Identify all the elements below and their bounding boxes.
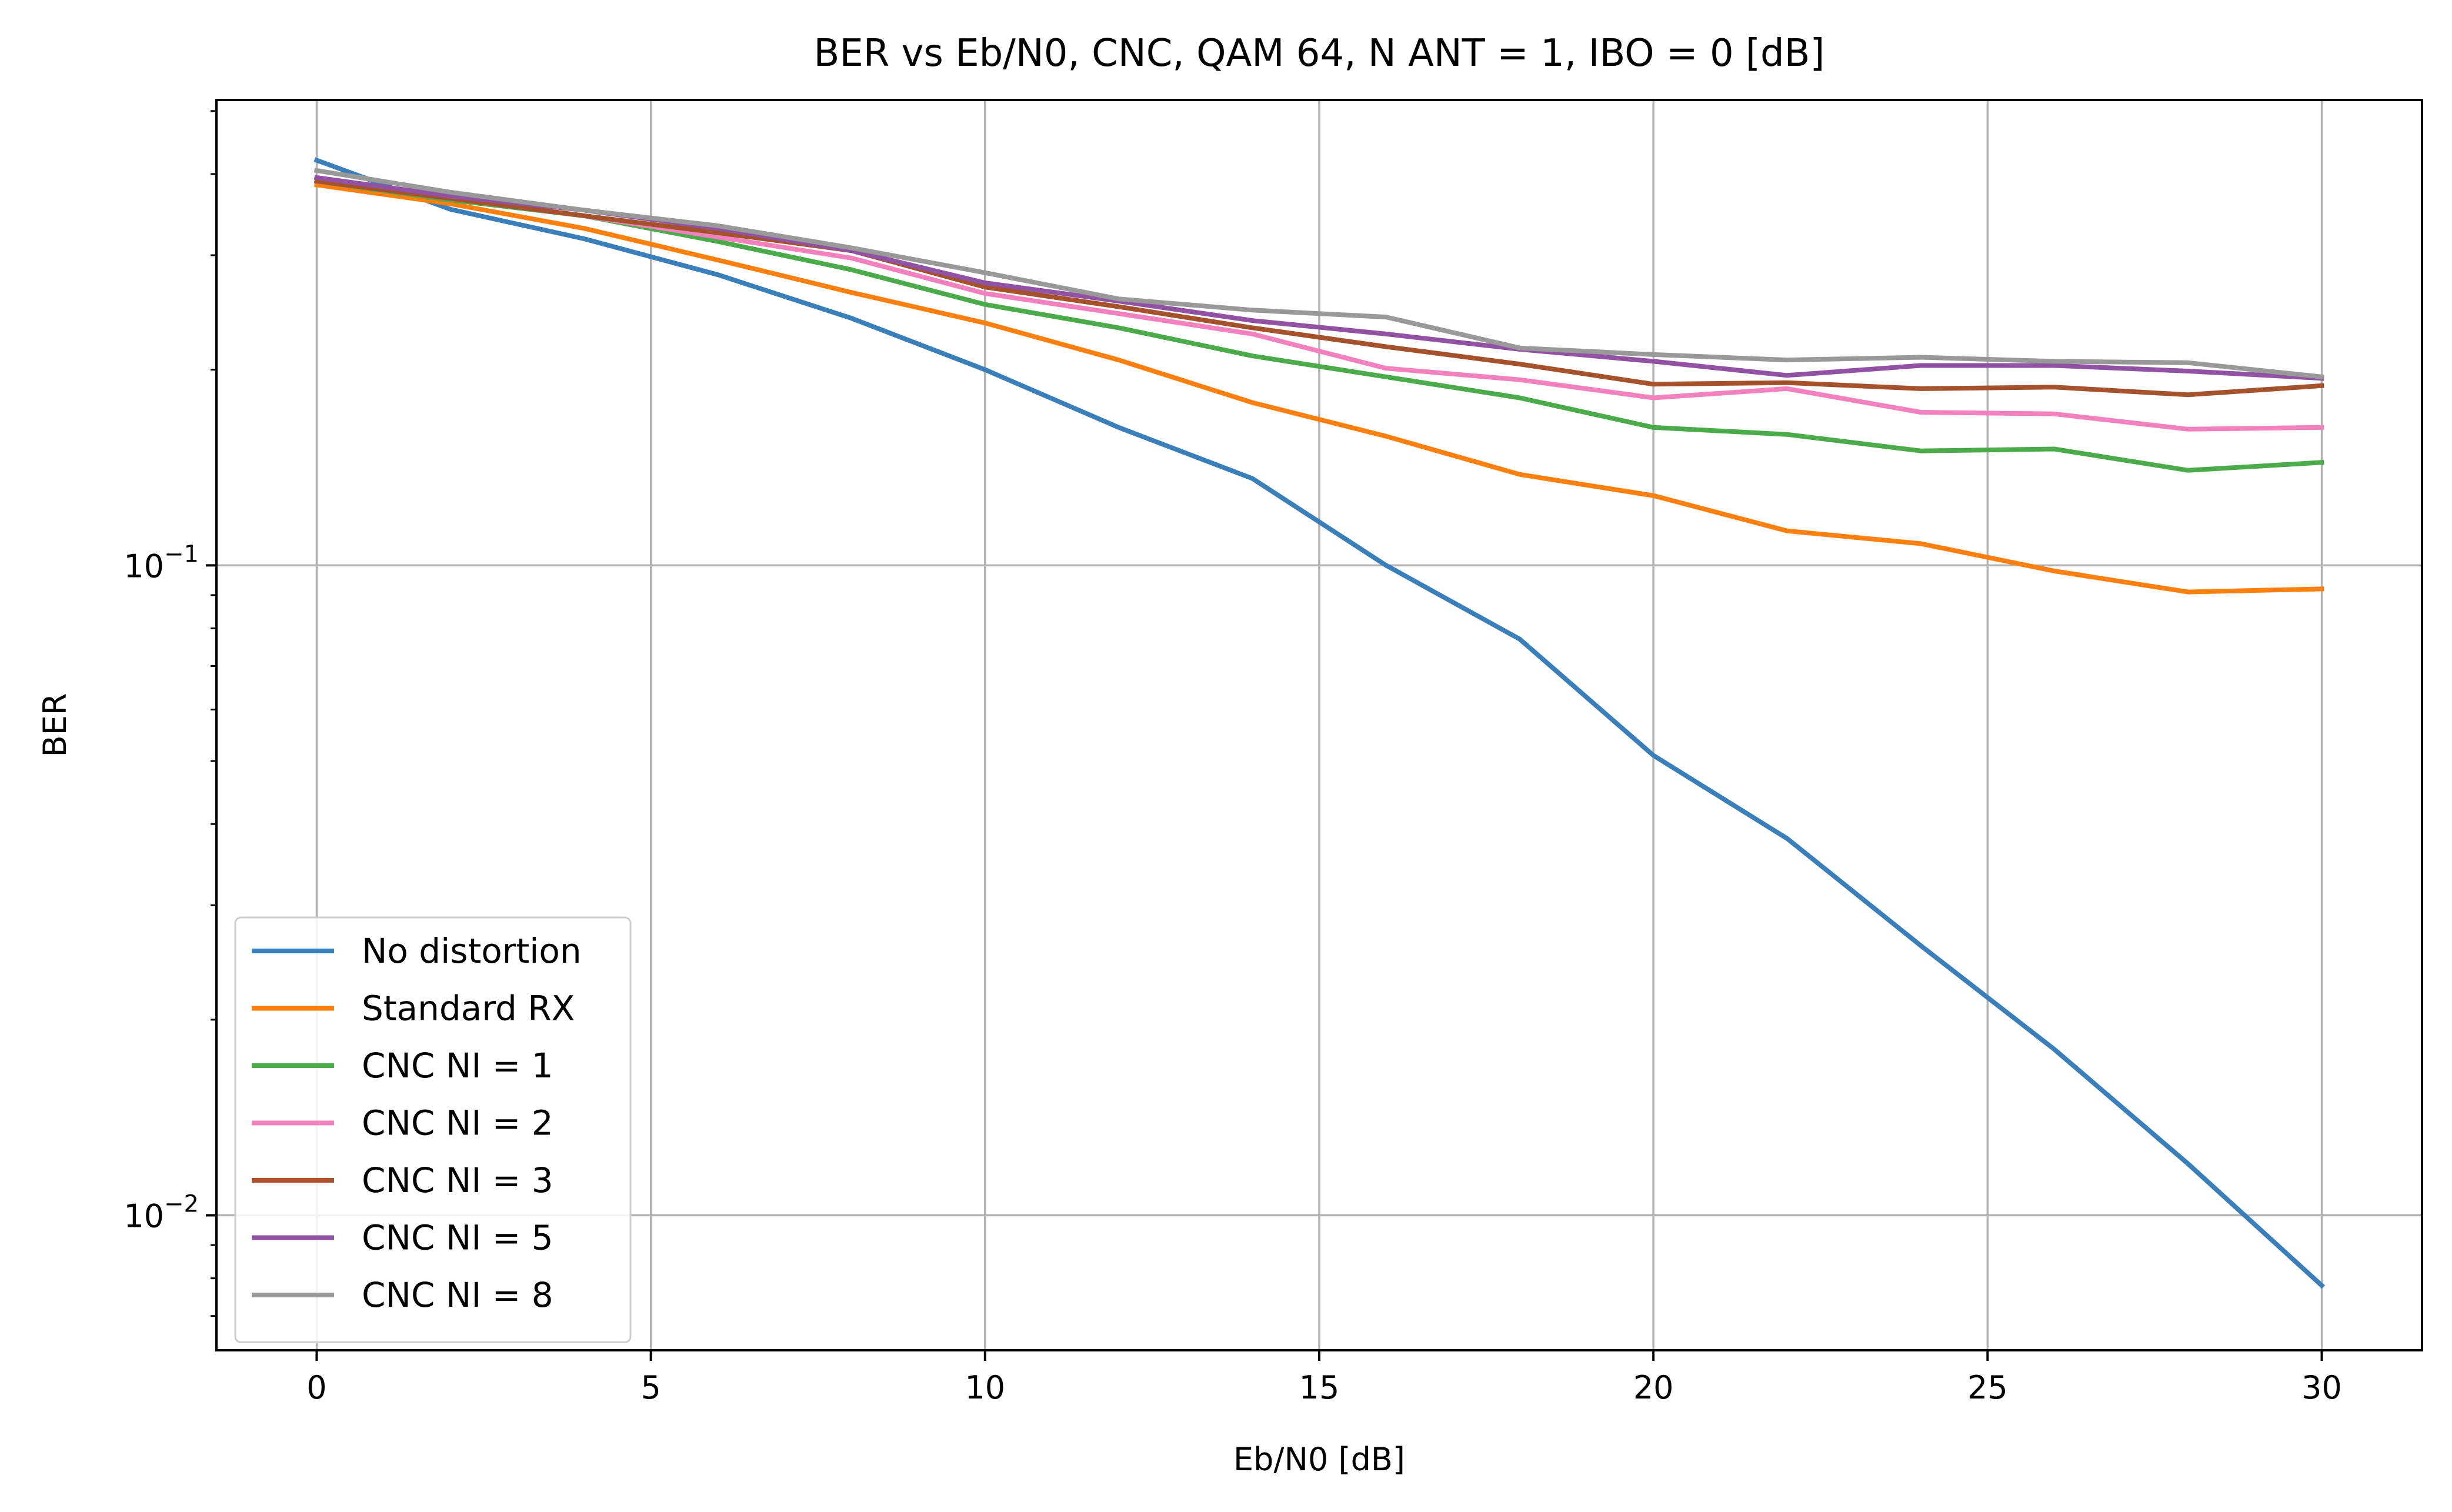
- x-tick-label: 25: [1967, 1369, 2008, 1406]
- legend: No distortion Standard RX CNC NI = 1 CNC NI…: [234, 916, 632, 1343]
- x-tick-label: 10: [965, 1369, 1005, 1406]
- series-line-standard-rx: [313, 182, 2324, 595]
- x-tick-label: 5: [640, 1369, 660, 1406]
- x-axis-label: Eb/N0 [dB]: [1233, 1441, 1405, 1478]
- legend-entry-label: No distortion: [362, 931, 582, 971]
- series-line-cnc-ni-8: [313, 168, 2324, 380]
- y-axis-label: BER: [36, 693, 74, 757]
- legend-entry-label: Standard RX: [362, 989, 575, 1029]
- series-line-no-distortion: [313, 157, 2326, 1289]
- legend-entry-label: CNC NI = 1: [362, 1046, 553, 1086]
- x-tick-label: 0: [306, 1369, 326, 1406]
- x-tick-label: 15: [1299, 1369, 1340, 1406]
- legend-entry-label: CNC NI = 2: [362, 1103, 553, 1143]
- x-tick-label: 30: [2301, 1369, 2342, 1406]
- series-line-cnc-ni-3: [314, 178, 2324, 398]
- legend-entry-label: CNC NI = 5: [362, 1218, 553, 1258]
- axis-ticks: 0 5 10 15 20 25 30 10−1 10−2: [124, 110, 2342, 1406]
- y-tick-label: 10−2: [124, 1191, 199, 1235]
- legend-entry-label: CNC NI = 3: [362, 1160, 553, 1200]
- legend-entry-label: CNC NI = 8: [362, 1275, 553, 1315]
- y-tick-label: 10−1: [124, 540, 199, 585]
- x-tick-label: 20: [1633, 1369, 1674, 1406]
- plot-area: [313, 157, 2326, 1289]
- chart-title: BER vs Eb/N0, CNC, QAM 64, N ANT = 1, IB…: [814, 32, 1825, 75]
